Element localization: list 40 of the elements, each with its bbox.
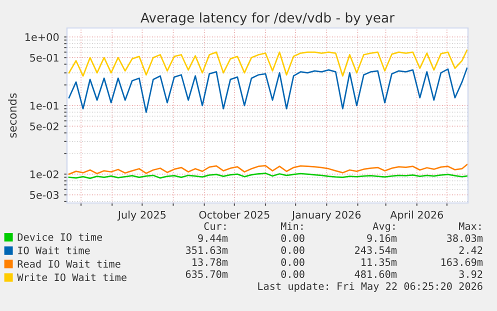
text: 0.00	[281, 258, 304, 266]
text: Max:	[459, 222, 481, 230]
text: 0.00	[281, 246, 304, 254]
text: 163.69m	[441, 258, 483, 266]
text: Cur:	[204, 222, 226, 230]
legend-label: Write IO Wait time	[17, 273, 126, 282]
y-tick-label: 1e+00	[25, 33, 59, 42]
x-tick-label: July 2025	[117, 210, 166, 221]
text: 9.44m	[198, 234, 228, 242]
y-tick-label: 1e-02	[30, 170, 58, 178]
text: 38.03m	[447, 234, 483, 242]
legend-label: IO Wait time	[18, 246, 90, 254]
text: Avg:	[372, 222, 395, 232]
x-tick-label: October 2025	[199, 210, 270, 219]
legend-label: Read IO Wait time	[18, 260, 120, 268]
text: Min:	[281, 222, 303, 230]
line-series	[68, 68, 468, 113]
line-series	[68, 164, 468, 175]
text: 2.42	[459, 246, 482, 254]
text: 13.78m	[192, 258, 228, 266]
y-tick-label: 5e-01	[30, 54, 58, 62]
text: 351.63m	[186, 246, 228, 254]
text: 9.16m	[367, 234, 397, 242]
text: 3.92	[459, 270, 482, 278]
text: Last update: Fri May 22 06:25:20 2026	[258, 282, 482, 292]
line-series	[68, 50, 468, 77]
y-tick-label: 5e-03	[30, 191, 59, 199]
x-tick-label: January 2026	[291, 210, 361, 221]
legend-label: Device IO time	[18, 233, 102, 241]
chart-title: Average latency for /dev/vdb - by year	[140, 12, 395, 26]
y-axis-title: seconds	[8, 93, 17, 138]
y-tick-label: 1e-01	[30, 102, 58, 110]
text: 0.00	[281, 234, 304, 242]
y-tick-label: 5e-02	[30, 122, 58, 130]
text: 243.54m	[355, 246, 397, 254]
text: 11.35m	[362, 258, 397, 266]
x-tick-label: April 2026	[390, 210, 444, 221]
text: 0.00	[281, 270, 304, 278]
text: 635.70m	[186, 270, 228, 278]
text: 481.60m	[354, 270, 397, 278]
